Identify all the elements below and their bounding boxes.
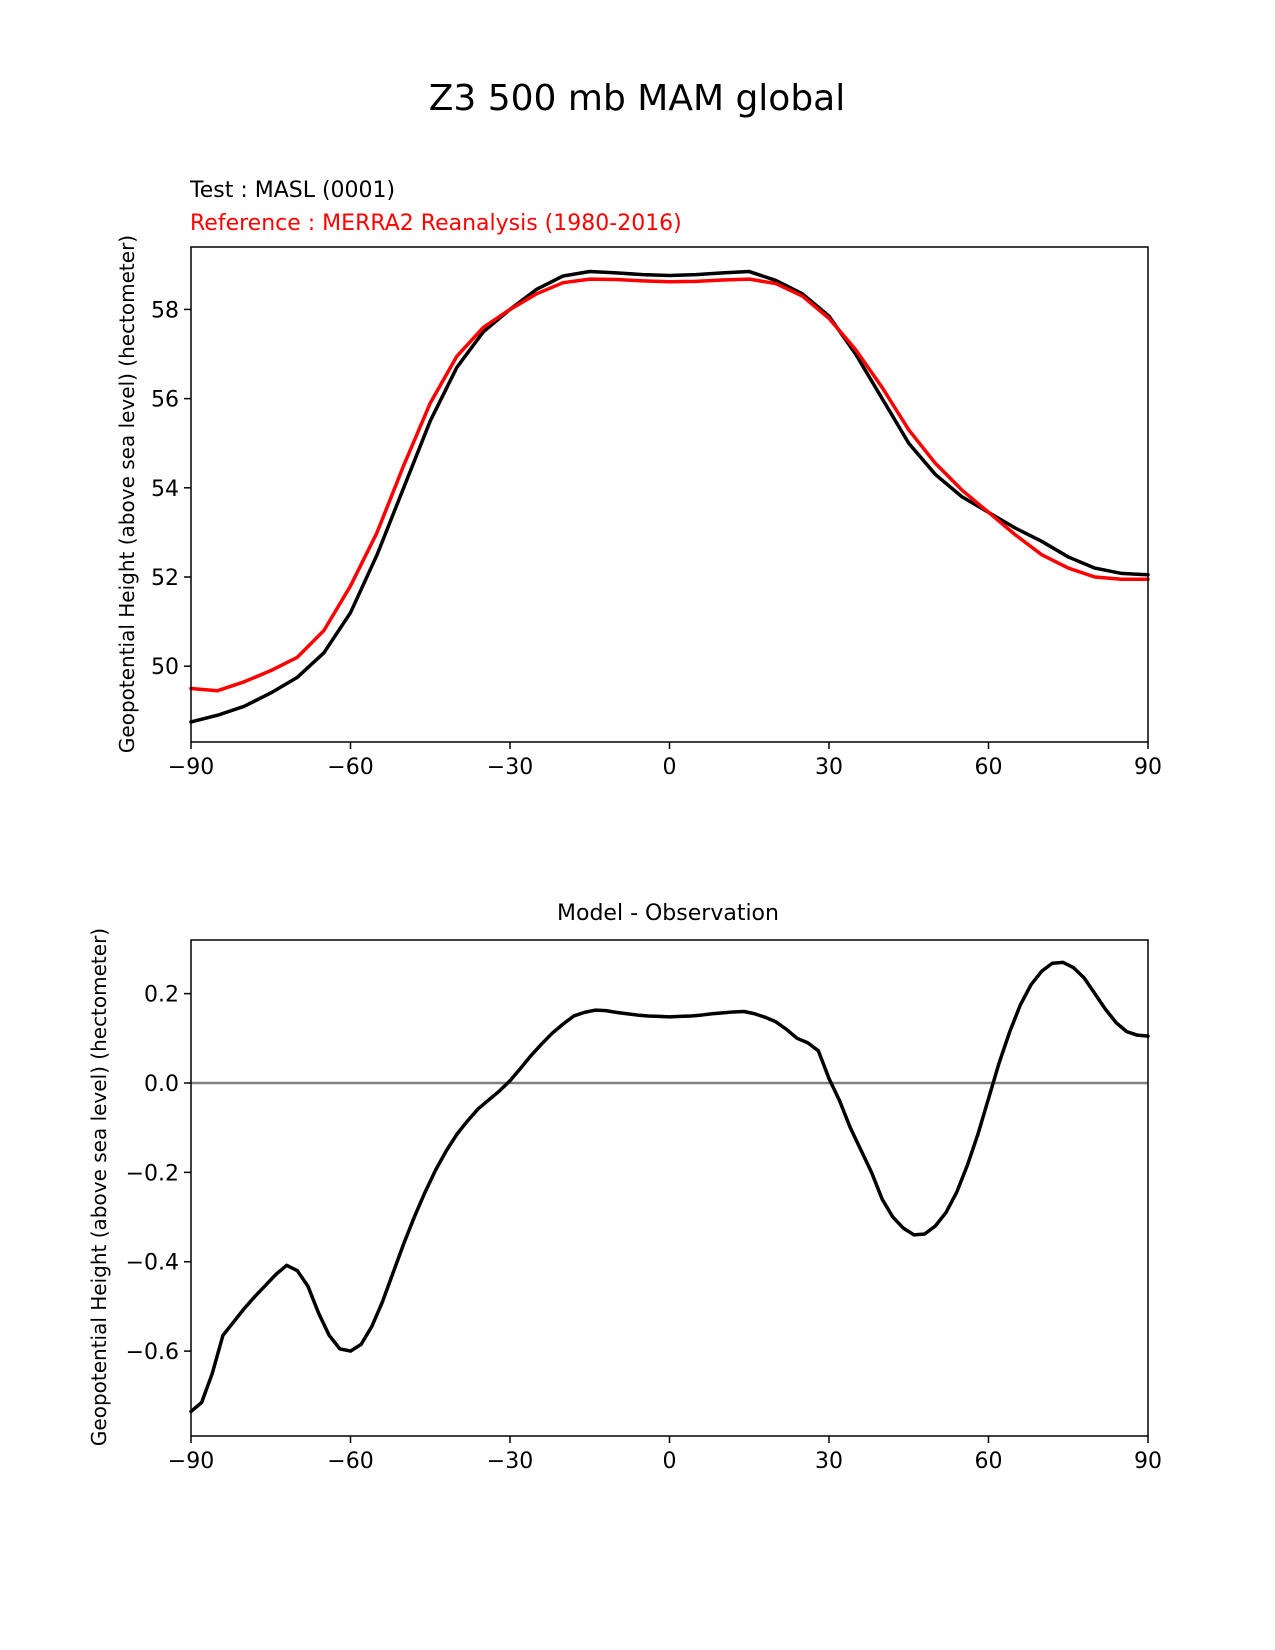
- y-tick-label: 56: [151, 388, 179, 413]
- x-tick-label: −30: [487, 1449, 533, 1474]
- x-tick-label: 60: [975, 1449, 1003, 1474]
- series-line-1: [189, 960, 1150, 1414]
- x-tick-label: 30: [815, 755, 843, 780]
- bottom-plot-area: −90 −60 −30 0 30 60 90 −0.6 −0.4 −0.2 0.0 0.2: [126, 939, 1162, 1474]
- x-tick-label: 30: [815, 1449, 843, 1474]
- y-tick-label: −0.2: [126, 1161, 179, 1186]
- bottom-y-axis-label: Geopotential Height (above sea level) (h…: [87, 928, 111, 1446]
- top-panel: Test : MASL (0001) Reference : MERRA2 Re…: [115, 178, 1162, 780]
- bottom-chart-title: Model - Observation: [557, 901, 779, 926]
- top-y-axis-label: Geopotential Height (above sea level) (h…: [115, 235, 139, 753]
- x-tick-label: −60: [327, 1449, 373, 1474]
- x-tick-label: 0: [663, 755, 677, 780]
- plot-frame: [190, 246, 1149, 743]
- series-line-2: [189, 277, 1150, 693]
- reference-label: Reference : MERRA2 Reanalysis (1980-2016…: [190, 211, 682, 236]
- x-tick-label: 0: [663, 1449, 677, 1474]
- x-tick-label: −90: [168, 755, 214, 780]
- x-tick-label: −90: [168, 1449, 214, 1474]
- test-label: Test : MASL (0001): [189, 178, 395, 203]
- y-tick-label: 0.2: [144, 983, 179, 1008]
- y-tick-label: 52: [151, 566, 179, 591]
- x-tick-label: 90: [1134, 755, 1162, 780]
- top-plot-area: −90 −60 −30 0 30 60 90 50 52 54 56 58: [151, 246, 1162, 780]
- y-tick-label: −0.4: [126, 1251, 179, 1276]
- y-tick-label: 58: [151, 298, 179, 323]
- y-tick-label: 54: [151, 477, 179, 502]
- y-tick-label: 0.0: [144, 1072, 179, 1097]
- bottom-panel: Model - Observation Geopotential Height …: [87, 901, 1162, 1474]
- y-tick-label: −0.6: [126, 1340, 179, 1365]
- y-tick-label: 50: [151, 655, 179, 680]
- x-tick-label: −60: [327, 755, 373, 780]
- x-tick-label: 60: [975, 755, 1003, 780]
- series-line-1: [189, 269, 1150, 724]
- x-tick-label: −30: [487, 755, 533, 780]
- x-tick-label: 90: [1134, 1449, 1162, 1474]
- plot-frame: [190, 939, 1149, 1437]
- figure-title: Z3 500 mb MAM global: [429, 78, 846, 119]
